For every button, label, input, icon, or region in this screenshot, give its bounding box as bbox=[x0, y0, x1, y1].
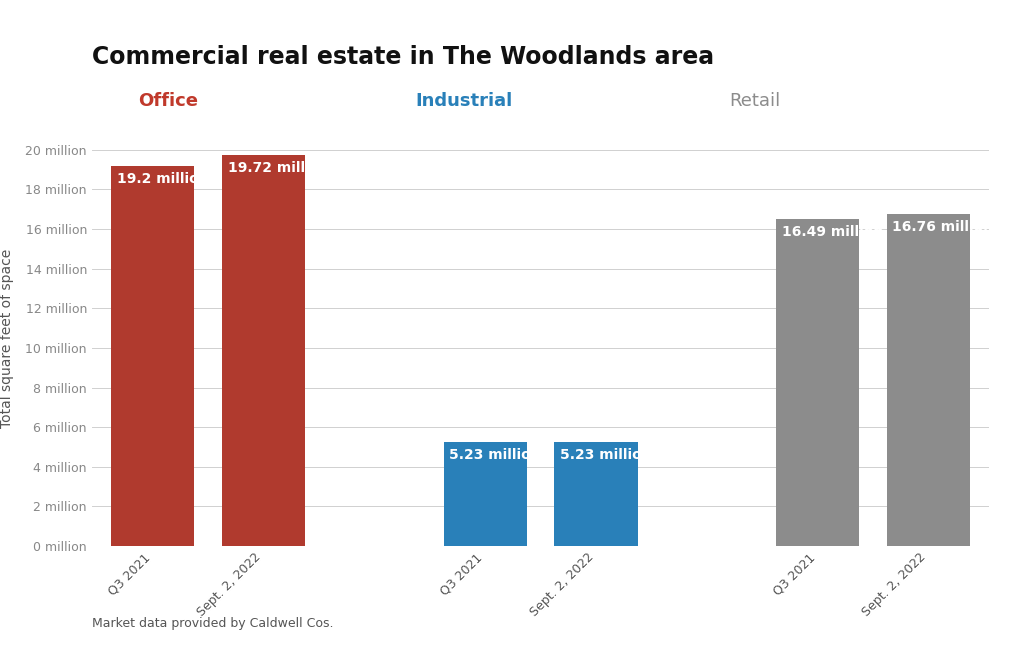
Text: 16.76 million: 16.76 million bbox=[892, 220, 993, 234]
Text: 16.49 million: 16.49 million bbox=[781, 226, 882, 239]
Bar bbox=[887, 214, 969, 546]
Text: 19.72 million: 19.72 million bbox=[227, 161, 328, 176]
Text: 5.23 million: 5.23 million bbox=[448, 448, 540, 462]
Text: Industrial: Industrial bbox=[415, 92, 513, 110]
Bar bbox=[222, 155, 305, 546]
Bar bbox=[554, 443, 637, 546]
Bar bbox=[443, 443, 526, 546]
Text: Office: Office bbox=[139, 92, 198, 110]
Text: 19.2 million: 19.2 million bbox=[116, 172, 208, 186]
Y-axis label: Total square feet of space: Total square feet of space bbox=[0, 248, 14, 428]
Text: 5.23 million: 5.23 million bbox=[559, 448, 651, 462]
Text: Commercial real estate in The Woodlands area: Commercial real estate in The Woodlands … bbox=[92, 46, 713, 70]
Text: Retail: Retail bbox=[729, 92, 780, 110]
Bar bbox=[111, 166, 194, 546]
Bar bbox=[775, 219, 858, 546]
Text: Market data provided by Caldwell Cos.: Market data provided by Caldwell Cos. bbox=[92, 618, 333, 630]
